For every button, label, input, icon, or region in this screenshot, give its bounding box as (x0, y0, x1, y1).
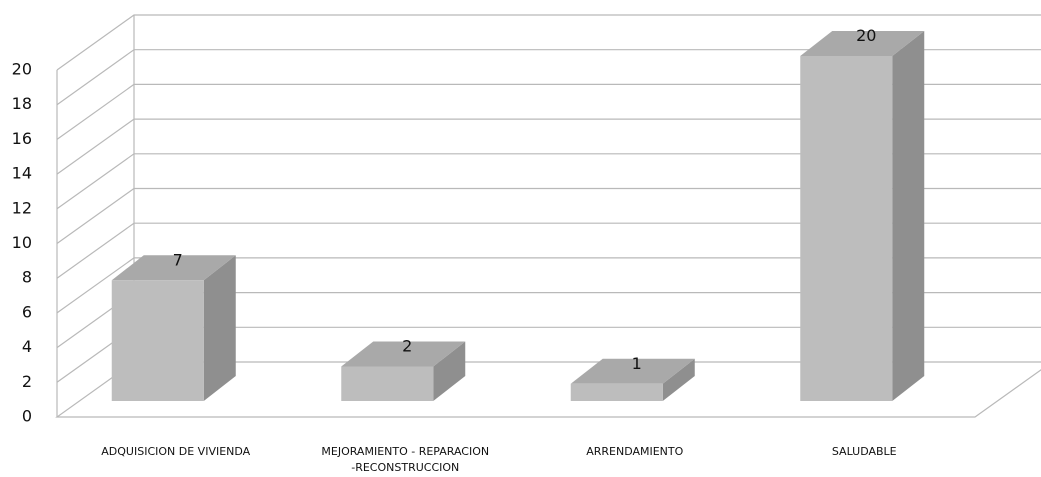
y-tick-label: 6 (22, 302, 32, 321)
data-label-3: 1 (632, 354, 642, 373)
bar-side-face (892, 31, 925, 401)
y-axis-ticks: 0 2 4 6 8 10 12 14 16 18 20 (12, 60, 32, 426)
bar-1 (111, 255, 236, 401)
y-tick-label: 14 (12, 164, 32, 183)
bar-3 (570, 358, 695, 401)
data-label-4: 20 (856, 26, 876, 45)
bars (111, 31, 925, 401)
bar-front-face (800, 56, 893, 401)
bar-side-face (662, 358, 695, 401)
y-tick-label: 0 (22, 407, 32, 426)
y-tick-label: 16 (12, 129, 32, 148)
data-label-2: 2 (402, 337, 412, 356)
y-tick-label: 20 (12, 60, 32, 79)
bar-top-face (570, 358, 695, 384)
y-tick-label: 8 (22, 268, 32, 287)
x-tick-label: ADQUISICION DE VIVIENDA (101, 445, 250, 458)
floor (55, 361, 1041, 418)
y-tick-label: 12 (12, 198, 32, 217)
y-tick-label: 18 (12, 94, 32, 113)
x-axis-ticks: ADQUISICION DE VIVIENDA MEJORAMIENTO - RE… (101, 445, 896, 474)
bar-top-face (111, 255, 236, 281)
bar-top-face (341, 341, 466, 367)
bar-front-face (341, 366, 434, 401)
x-tick-label: SALUDABLE (832, 445, 897, 458)
data-labels: 7 2 1 20 (173, 26, 877, 373)
bar-side-face (433, 341, 466, 401)
y-tick-label: 2 (22, 372, 32, 391)
bar-side-face (203, 255, 236, 401)
bar-front-face (111, 280, 204, 401)
y-tick-label: 10 (12, 233, 32, 252)
bar-front-face (570, 383, 663, 401)
bar-top-face (800, 31, 925, 56)
bar-4 (800, 31, 925, 401)
x-tick-label: -RECONSTRUCCION (351, 461, 459, 474)
y-tick-label: 4 (22, 337, 32, 356)
data-label-1: 7 (173, 250, 183, 269)
x-tick-label: MEJORAMIENTO - REPARACION (321, 445, 489, 458)
bar-2 (341, 341, 466, 401)
x-tick-label: ARRENDAMIENTO (586, 445, 683, 458)
